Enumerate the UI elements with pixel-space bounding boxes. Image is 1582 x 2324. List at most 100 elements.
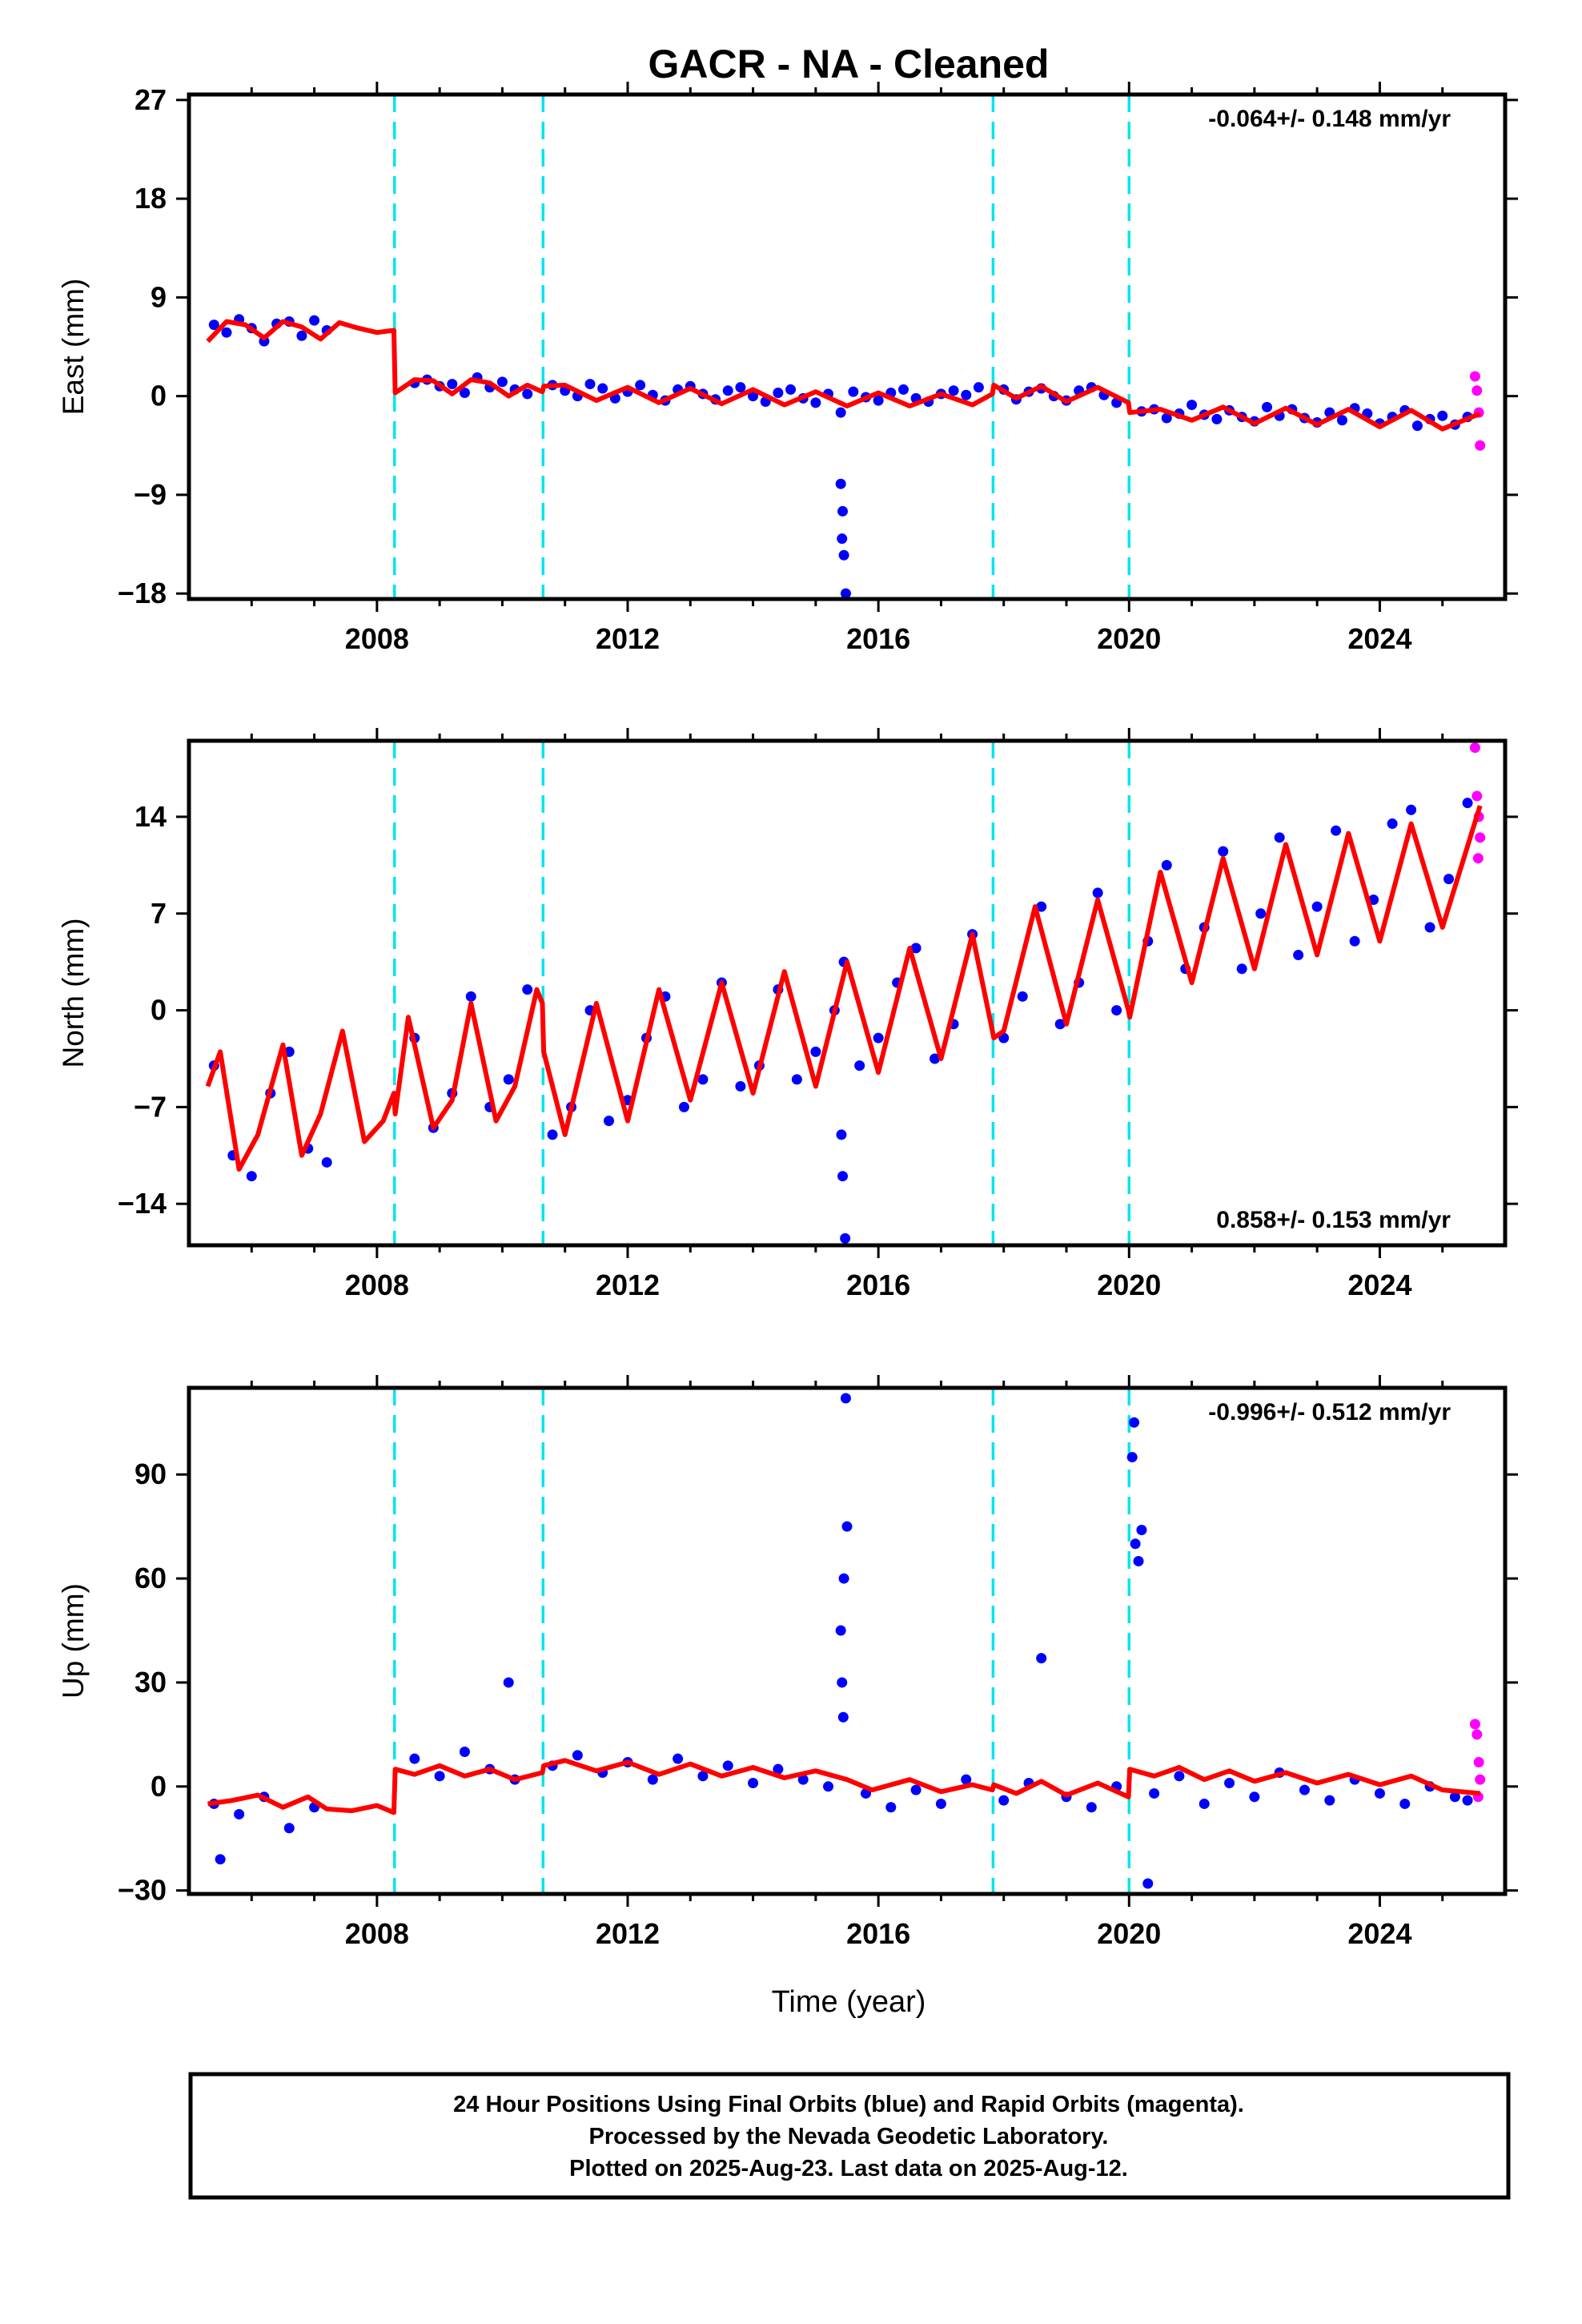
final-orbit-point <box>647 1774 658 1785</box>
final-orbit-point <box>840 588 851 599</box>
final-orbit-point <box>1255 908 1267 919</box>
final-orbit-point <box>572 1750 583 1761</box>
x-tick-label: 2012 <box>596 622 660 655</box>
final-orbit-point <box>1443 874 1455 885</box>
final-orbit-point <box>973 382 984 393</box>
model-line-east <box>206 319 1481 432</box>
final-orbit-point <box>604 1116 615 1127</box>
footer-line-2: Processed by the Nevada Geodetic Laborat… <box>589 2124 1109 2149</box>
panel-east: 27 18 9 0 −9 −18 2008 2012 2016 2020 2024 East (mm)… <box>57 82 1518 655</box>
y-tick-label: 60 <box>135 1562 167 1594</box>
final-orbit-point <box>1211 413 1223 424</box>
final-orbit-point <box>722 385 733 396</box>
final-orbit-point <box>1262 401 1273 412</box>
final-orbit-point <box>841 1521 853 1532</box>
final-orbit-point <box>221 327 232 338</box>
final-orbit-point <box>1111 1005 1122 1016</box>
chart-title: GACR - NA - Cleaned <box>648 42 1050 86</box>
final-orbit-point <box>823 1781 834 1792</box>
panel-frame-up <box>187 1385 1508 1896</box>
final-orbit-point <box>722 1760 733 1771</box>
final-orbit-point <box>1224 1777 1235 1788</box>
final-orbit-point <box>1311 901 1323 912</box>
final-orbit-point <box>246 1171 257 1182</box>
final-orbit-point <box>930 1053 941 1064</box>
final-orbit-point <box>1130 1538 1141 1550</box>
final-orbit-point <box>735 382 746 393</box>
x-tick-label: 2020 <box>1097 1917 1161 1950</box>
final-orbit-point <box>837 1677 848 1688</box>
final-orbit-point <box>1199 1798 1210 1809</box>
y-tick-label: −30 <box>118 1874 167 1907</box>
final-orbit-point <box>885 1802 897 1813</box>
final-orbit-point <box>1236 963 1247 975</box>
final-orbit-point <box>584 379 596 390</box>
final-orbit-point <box>697 1074 709 1085</box>
y-tick-label: −14 <box>118 1187 167 1220</box>
y-tick-label: 7 <box>151 897 167 930</box>
final-orbit-point <box>735 1081 746 1092</box>
final-orbit-point <box>434 1771 445 1782</box>
rapid-orbit-point <box>1472 385 1483 396</box>
footer-box: 24 Hour Positions Using Final Orbits (bl… <box>188 2072 1511 2200</box>
panel-frame-north <box>187 738 1508 1248</box>
y-tick-label: 14 <box>135 800 167 833</box>
y-tick-label: −18 <box>118 577 167 609</box>
x-tick-label: 2024 <box>1347 622 1411 655</box>
final-orbit-point <box>1149 1787 1160 1799</box>
final-orbit-point <box>309 315 320 326</box>
final-orbit-point <box>465 991 476 1002</box>
final-orbit-point <box>1374 1787 1385 1799</box>
x-tick-label: 2016 <box>846 1269 910 1301</box>
final-orbit-point <box>635 380 646 391</box>
rapid-orbit-point <box>1473 1757 1484 1768</box>
final-orbit-point <box>835 1625 846 1636</box>
final-orbit-point <box>748 1777 759 1788</box>
final-orbit-point <box>840 1232 851 1244</box>
final-orbit-point <box>835 407 846 418</box>
final-orbit-point <box>459 1747 470 1758</box>
final-orbit-point <box>1411 420 1423 432</box>
x-tick-label: 2008 <box>345 1269 409 1301</box>
final-orbit-point <box>797 1774 809 1785</box>
final-orbit-point <box>837 505 849 517</box>
final-orbit-point <box>835 478 846 489</box>
final-orbit-point <box>773 1763 784 1775</box>
rapid-orbit-point <box>1475 832 1486 843</box>
final-orbit-point <box>810 1046 821 1057</box>
final-orbit-point <box>1324 1795 1335 1806</box>
final-orbit-point <box>785 384 797 395</box>
y-tick-label: 0 <box>151 380 167 412</box>
rapid-orbit-point <box>1472 790 1483 802</box>
final-orbit-point <box>1437 410 1448 421</box>
rapid-orbit-point <box>1475 1774 1486 1785</box>
y-tick-label: 90 <box>135 1458 167 1490</box>
x-tick-label: 2020 <box>1097 1269 1161 1301</box>
panel-frame-east <box>187 92 1508 601</box>
final-orbit-point <box>673 1753 684 1764</box>
rapid-orbit-point <box>1469 742 1480 754</box>
model-line-up <box>207 1758 1480 1815</box>
final-orbit-point <box>1249 1791 1260 1803</box>
y-axis-label-north: North (mm) <box>57 918 90 1068</box>
final-orbit-point <box>837 1171 849 1182</box>
final-orbit-point <box>1086 1802 1097 1813</box>
x-tick-label: 2016 <box>846 1917 910 1950</box>
final-orbit-point <box>522 388 533 400</box>
final-orbit-point <box>810 397 821 408</box>
final-orbit-point <box>522 984 533 995</box>
final-orbit-point <box>1126 1452 1138 1463</box>
final-orbit-point <box>961 389 972 400</box>
final-orbit-point <box>459 388 470 399</box>
footer-line-3: Plotted on 2025-Aug-23. Last data on 202… <box>569 2156 1128 2181</box>
data-points-north <box>208 742 1486 1244</box>
final-orbit-point <box>1036 901 1047 912</box>
final-orbit-point <box>998 1795 1010 1806</box>
final-orbit-point <box>1036 1653 1047 1664</box>
final-orbit-point <box>840 1393 851 1404</box>
final-orbit-point <box>547 1129 558 1140</box>
final-orbit-point <box>215 1854 226 1865</box>
x-tick-label: 2008 <box>345 622 409 655</box>
y-tick-label: −7 <box>134 1090 167 1123</box>
